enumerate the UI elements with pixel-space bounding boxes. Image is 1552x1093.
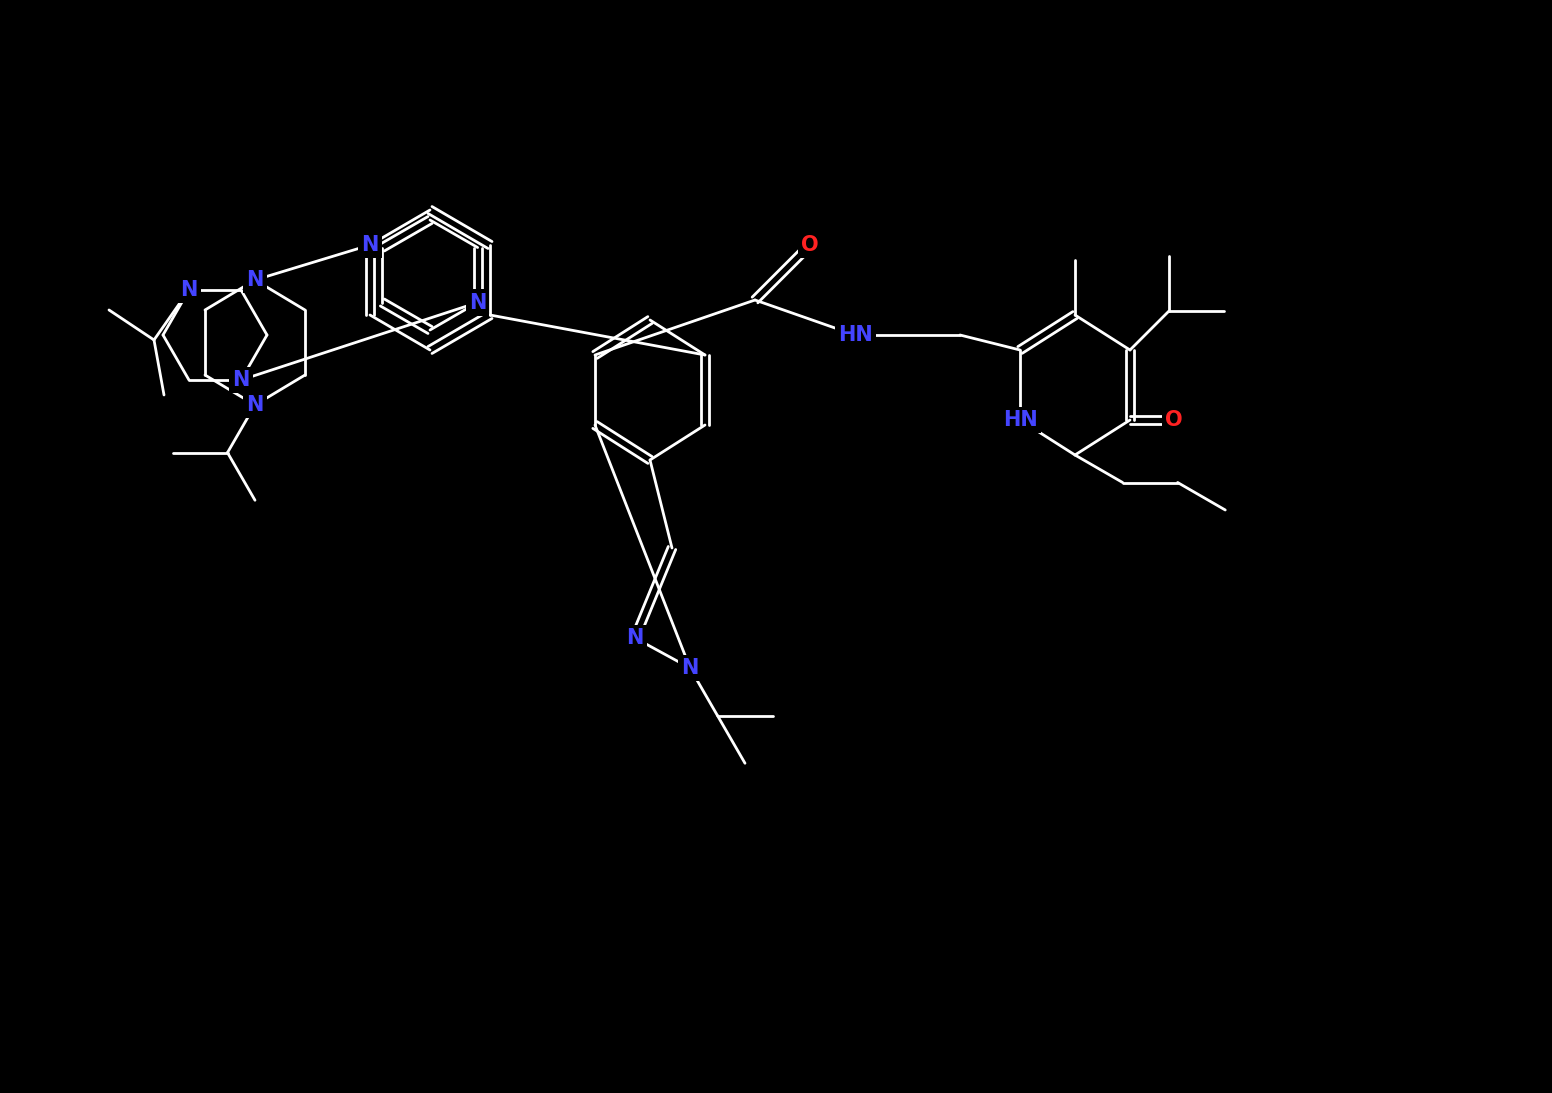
Text: O: O bbox=[1166, 410, 1183, 430]
Text: N: N bbox=[233, 371, 250, 390]
Text: N: N bbox=[180, 280, 197, 299]
Text: O: O bbox=[801, 235, 819, 255]
Text: N: N bbox=[681, 658, 698, 678]
Text: N: N bbox=[627, 628, 644, 648]
Text: N: N bbox=[362, 235, 379, 255]
Text: N: N bbox=[247, 395, 264, 415]
Text: HN: HN bbox=[1003, 410, 1037, 430]
Text: N: N bbox=[469, 293, 486, 313]
Text: HN: HN bbox=[838, 325, 872, 345]
Text: N: N bbox=[247, 270, 264, 290]
